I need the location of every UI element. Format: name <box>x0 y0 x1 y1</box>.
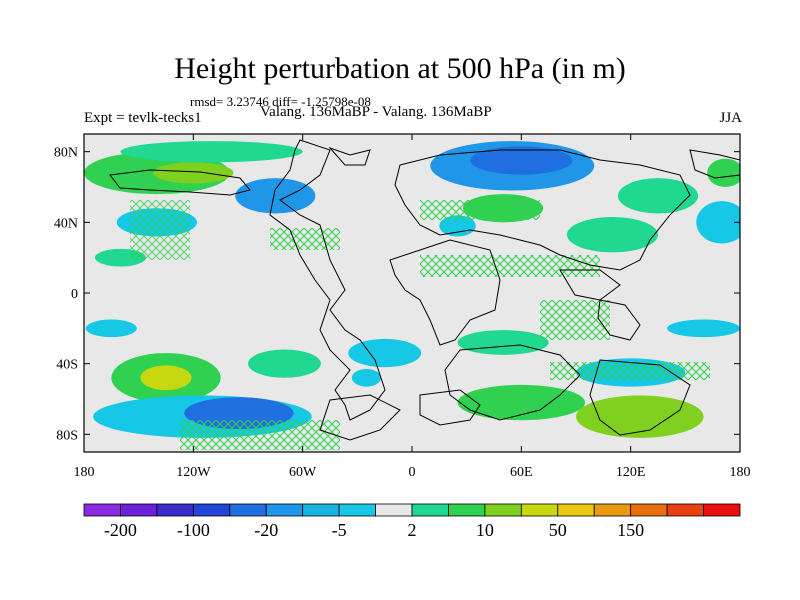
lon-tick-label: 180 <box>730 465 751 480</box>
anomaly-region <box>696 201 740 244</box>
colorbar-swatch <box>302 503 340 517</box>
anomaly-region <box>235 178 316 214</box>
lat-tick-label: 0 <box>71 287 78 302</box>
colorbar-swatch <box>265 503 304 517</box>
lon-tick-label: 180 <box>74 465 95 480</box>
colorbar-label: -20 <box>254 520 278 540</box>
anomaly-region <box>248 349 321 378</box>
lon-axis: 180 120W 60W 0 60E 120E 180 <box>74 134 751 480</box>
anomaly-region <box>140 365 192 391</box>
lat-tick-label: 80S <box>56 428 78 443</box>
hatch-layer <box>130 200 710 450</box>
colorbar-swatch <box>630 503 668 517</box>
lat-tick-label: 40S <box>56 358 78 373</box>
colorbar-label: -100 <box>177 520 210 540</box>
anomaly-region <box>566 217 658 253</box>
colorbar-swatch <box>229 503 267 517</box>
colorbar-swatch <box>448 503 486 517</box>
colorbar-swatch <box>703 503 741 517</box>
colorbar-swatch <box>411 503 449 517</box>
anomaly-layer <box>84 141 740 438</box>
rmsd-text: rmsd= 3.23746 diff= -1.25798e-08 <box>190 94 371 109</box>
anomaly-region <box>667 319 740 338</box>
colorbar-label: -200 <box>104 520 137 540</box>
colorbar-label: 2 <box>408 520 417 540</box>
coastlines <box>109 139 740 441</box>
colorbar-label: 50 <box>549 520 567 540</box>
anomaly-region <box>351 368 382 387</box>
lat-axis: 80N 40N 0 40S 80S <box>54 146 740 443</box>
season-label: JJA <box>719 110 742 126</box>
anomaly-region <box>470 146 573 175</box>
colorbar-swatch <box>375 503 413 517</box>
anomaly-region <box>85 319 137 338</box>
lat-tick-label: 80N <box>54 146 78 161</box>
lat-tick-label: 40N <box>54 216 78 231</box>
anomaly-region <box>120 141 303 163</box>
colorbar-label: 150 <box>617 520 644 540</box>
lon-tick-label: 120E <box>616 465 646 480</box>
anomaly-region <box>348 338 422 368</box>
lon-tick-label: 120W <box>176 465 211 480</box>
lon-tick-label: 60E <box>510 465 533 480</box>
colorbar-swatch <box>593 503 632 517</box>
anomaly-region <box>439 215 476 237</box>
anomaly-region <box>153 162 234 184</box>
anomaly-region <box>707 158 740 187</box>
colorbar-label: -5 <box>332 520 347 540</box>
colorbar-swatch <box>156 503 194 517</box>
colorbar-swatch <box>520 503 559 517</box>
colorbar-swatch <box>338 503 376 517</box>
colorbar-swatch <box>192 503 231 517</box>
anomaly-region <box>576 395 704 438</box>
colorbar: -200 -100 -20 -5 2 10 50 150 <box>83 503 741 540</box>
colorbar-swatch <box>484 503 522 517</box>
colorbar-swatch <box>120 503 158 517</box>
colorbar-swatch <box>666 503 704 517</box>
colorbar-swatch <box>83 503 121 517</box>
center-label: Valang. 136MaBP - Valang. 136MaBP <box>260 104 492 120</box>
anomaly-region <box>617 178 699 214</box>
expt-label: Expt = tevlk-tecks1 <box>84 110 202 126</box>
lon-tick-label: 0 <box>409 465 416 480</box>
chart-title: Height perturbation at 500 hPa (in m) <box>174 52 626 85</box>
anomaly-region <box>457 330 549 355</box>
colorbar-swatch <box>557 503 595 517</box>
anomaly-region <box>457 384 586 421</box>
lon-tick-label: 60W <box>289 465 317 480</box>
colorbar-label: 10 <box>476 520 494 540</box>
